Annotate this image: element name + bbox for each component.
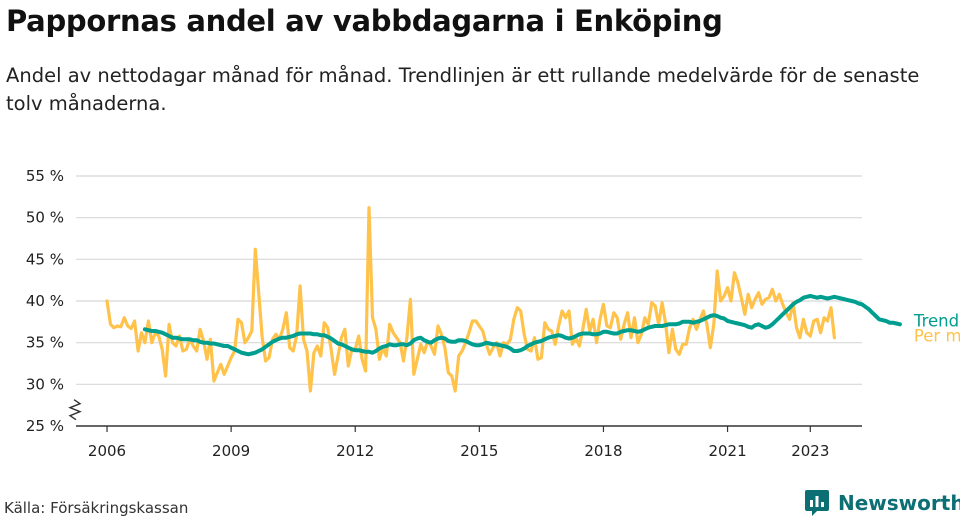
legend-label-trend: Trend <box>913 311 959 330</box>
x-tick-label: 2021 <box>708 442 746 460</box>
y-tick-label: 30 % <box>26 375 64 393</box>
legend-label-per-manad: Per månad <box>914 326 960 345</box>
series-line-trend <box>142 294 902 357</box>
y-axis-ticks: 25 % 30 % 35 % 40 % 45 % 50 % 55 % <box>26 167 64 435</box>
newsworthy-logo-icon <box>805 490 829 516</box>
x-axis-ticks: 2006 2009 2012 2015 2018 2021 2023 <box>88 426 829 460</box>
x-tick-label: 2009 <box>212 442 250 460</box>
y-tick-label: 45 % <box>26 250 64 268</box>
x-tick-label: 2018 <box>584 442 622 460</box>
brand-name: Newsworthy <box>838 491 960 515</box>
y-tick-label: 50 % <box>26 209 64 227</box>
series-line-per-manad <box>105 206 836 393</box>
y-tick-label: 55 % <box>26 167 64 185</box>
source-note: Källa: Försäkringskassan <box>4 499 189 517</box>
x-tick-label: 2015 <box>460 442 498 460</box>
x-tick-label: 2023 <box>791 442 829 460</box>
chart-title: Pappornas andel av vabbdagarna i Enköpin… <box>6 4 723 38</box>
grid-lines <box>76 175 862 385</box>
y-tick-label: 40 % <box>26 292 64 310</box>
y-tick-label: 25 % <box>26 417 64 435</box>
brand-logo: Newsworthy <box>804 488 960 518</box>
x-tick-label: 2012 <box>336 442 374 460</box>
axis-break-icon <box>68 399 82 421</box>
chart-subtitle: Andel av nettodagar månad för månad. Tre… <box>6 64 920 115</box>
x-tick-label: 2006 <box>88 442 126 460</box>
y-tick-label: 35 % <box>26 334 64 352</box>
